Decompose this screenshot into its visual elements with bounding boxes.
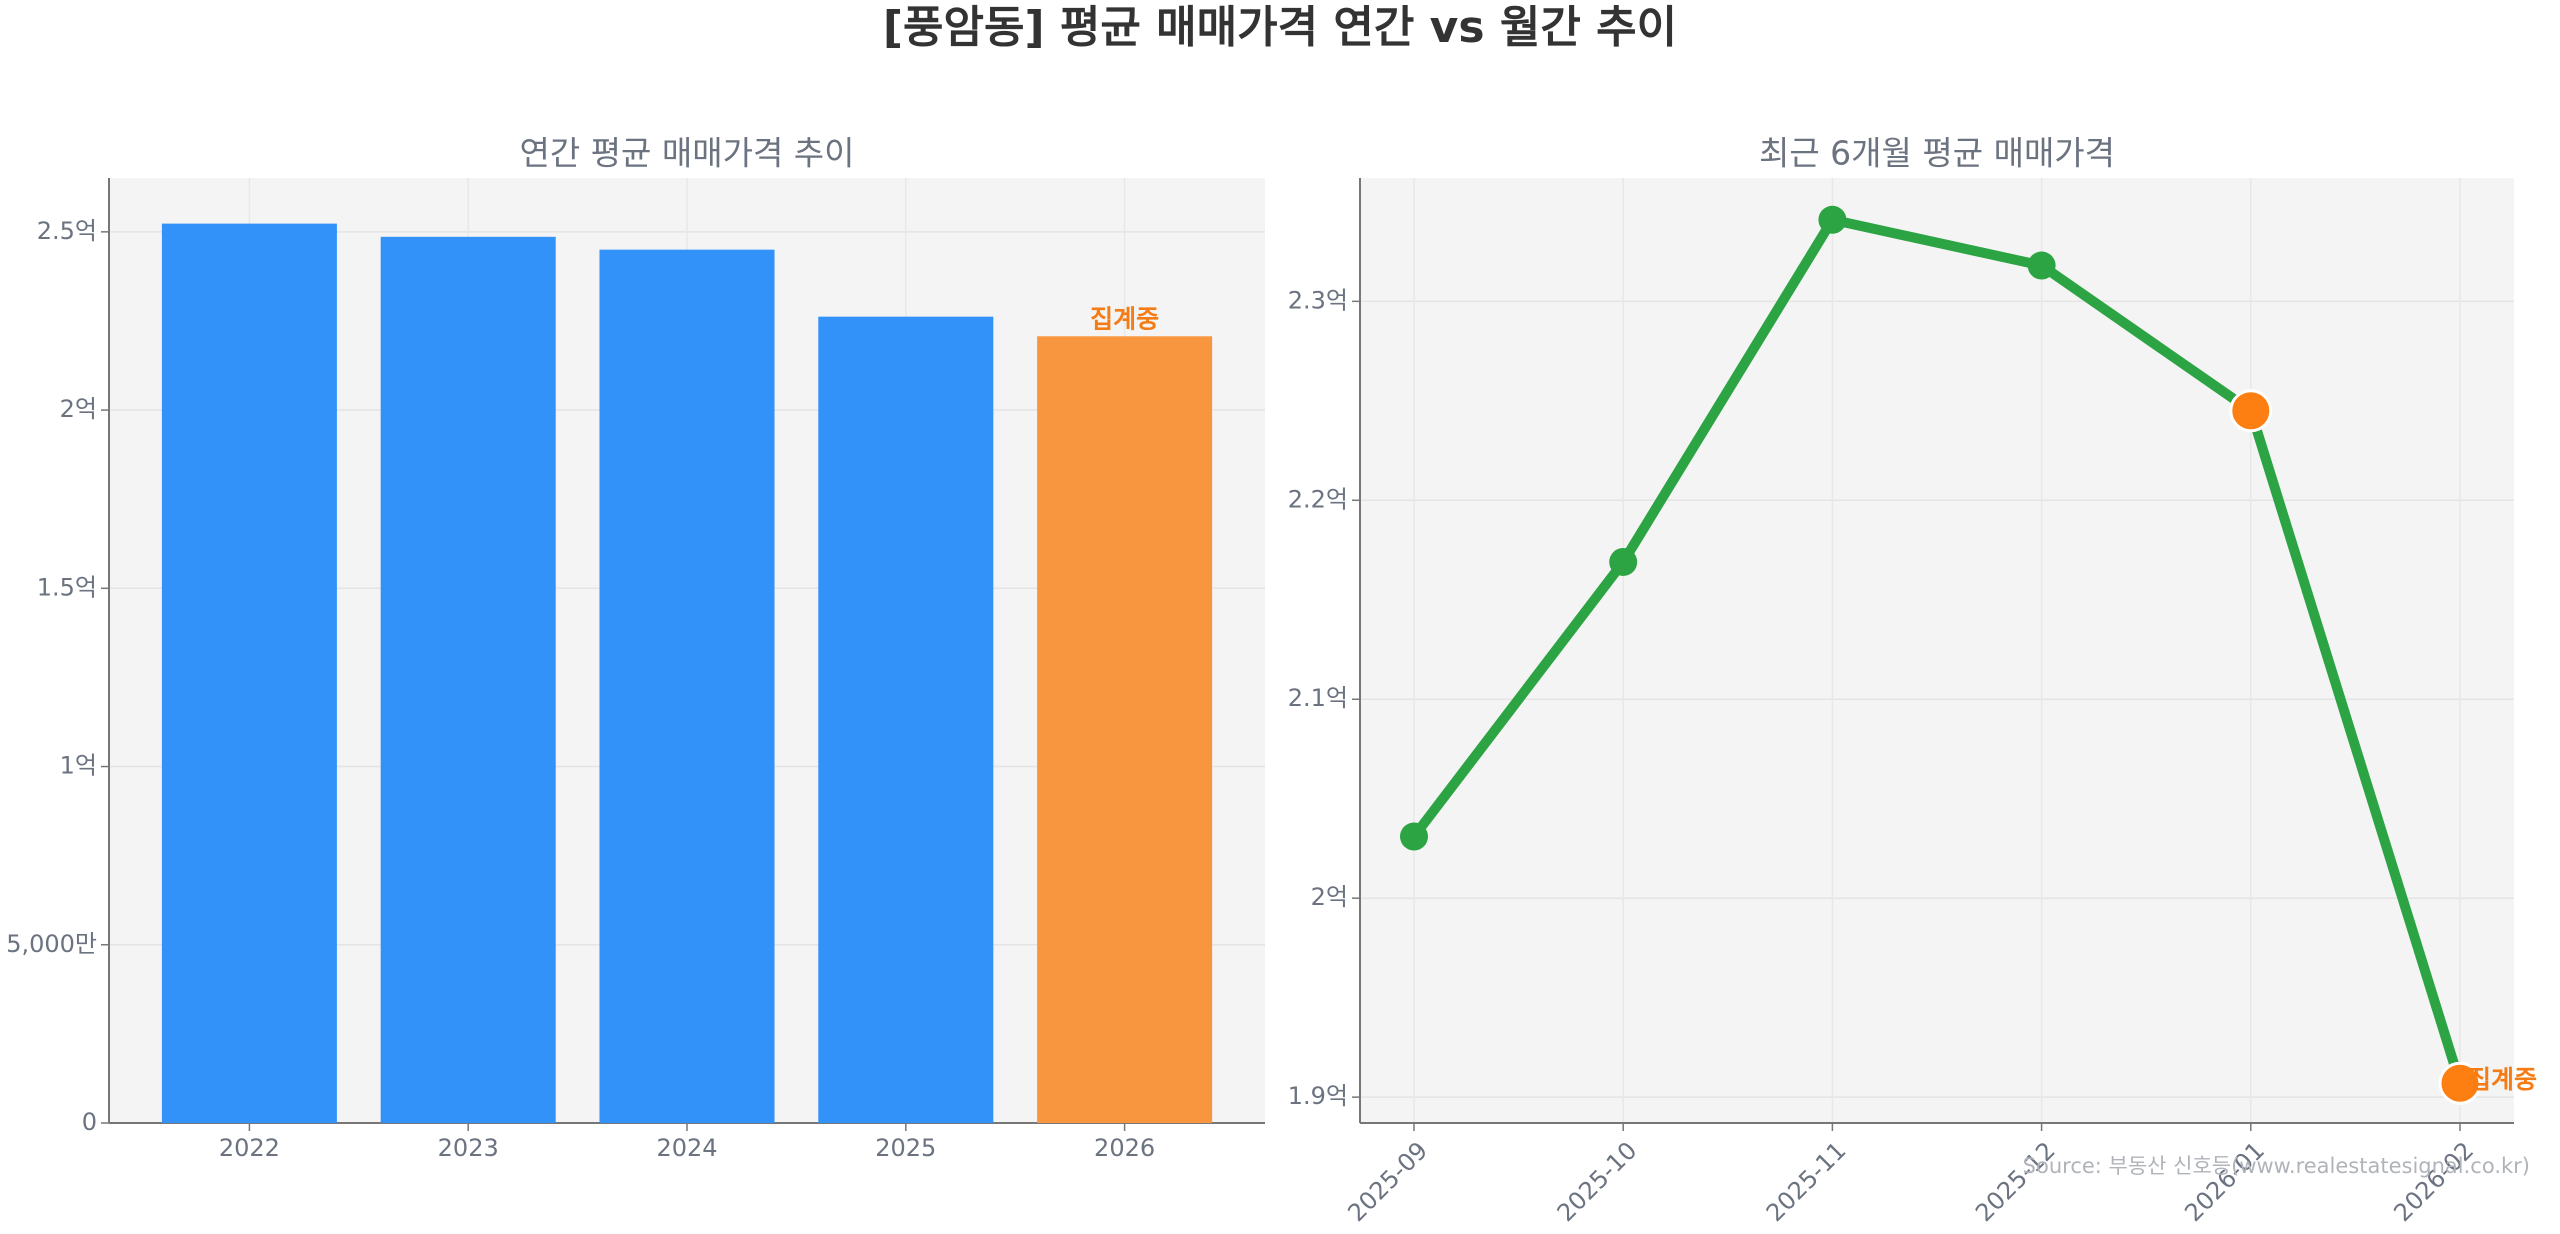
y-tick-label: 2.3억 (1288, 286, 1348, 314)
marker (2229, 389, 2273, 433)
annotation: 집계중 (2468, 1065, 2537, 1094)
x-tick-label: 2025 (875, 1134, 936, 1162)
bar (818, 316, 994, 1124)
bar (1037, 336, 1213, 1123)
plot-area (1360, 178, 2514, 1123)
y-tick-label: 1억 (60, 752, 97, 780)
chart-title: 연간 평균 매매가격 추이 (519, 134, 854, 173)
marker (2438, 1061, 2482, 1105)
x-tick-label: 2023 (438, 1134, 499, 1162)
y-tick-label: 2억 (1311, 883, 1348, 911)
marker (2027, 251, 2056, 280)
marker (1400, 822, 1428, 851)
x-tick-label: 2024 (656, 1134, 717, 1162)
line (1410, 214, 2465, 1085)
y-tick-label: 0 (82, 1108, 97, 1136)
marker (1609, 547, 1638, 576)
y-tick-label: 2.2억 (1288, 485, 1348, 513)
bar (599, 249, 775, 1123)
y-tick-label: 5,000만 (6, 930, 97, 958)
source-note: Source: 부동산 신호등(www.realestatesignal.co.… (2023, 1154, 2530, 1178)
marker (1818, 205, 1847, 234)
figure-title: [풍암동] 평균 매매가격 연간 vs 월간 추이 (883, 2, 1677, 53)
y-tick-label: 1.9억 (1288, 1082, 1348, 1110)
annotation: 집계중 (1090, 304, 1159, 333)
y-tick-label: 1.5억 (37, 573, 97, 601)
bar (380, 236, 556, 1123)
y-tick-label: 2.1억 (1288, 684, 1348, 712)
y-tick-label: 2억 (60, 395, 97, 423)
y-tick-label: 2.5억 (37, 217, 97, 245)
bar (161, 223, 337, 1124)
x-tick-label: 2022 (219, 1134, 280, 1162)
x-tick-label: 2026 (1094, 1134, 1155, 1162)
chart-title: 최근 6개월 평균 매매가격 (1759, 134, 2115, 173)
